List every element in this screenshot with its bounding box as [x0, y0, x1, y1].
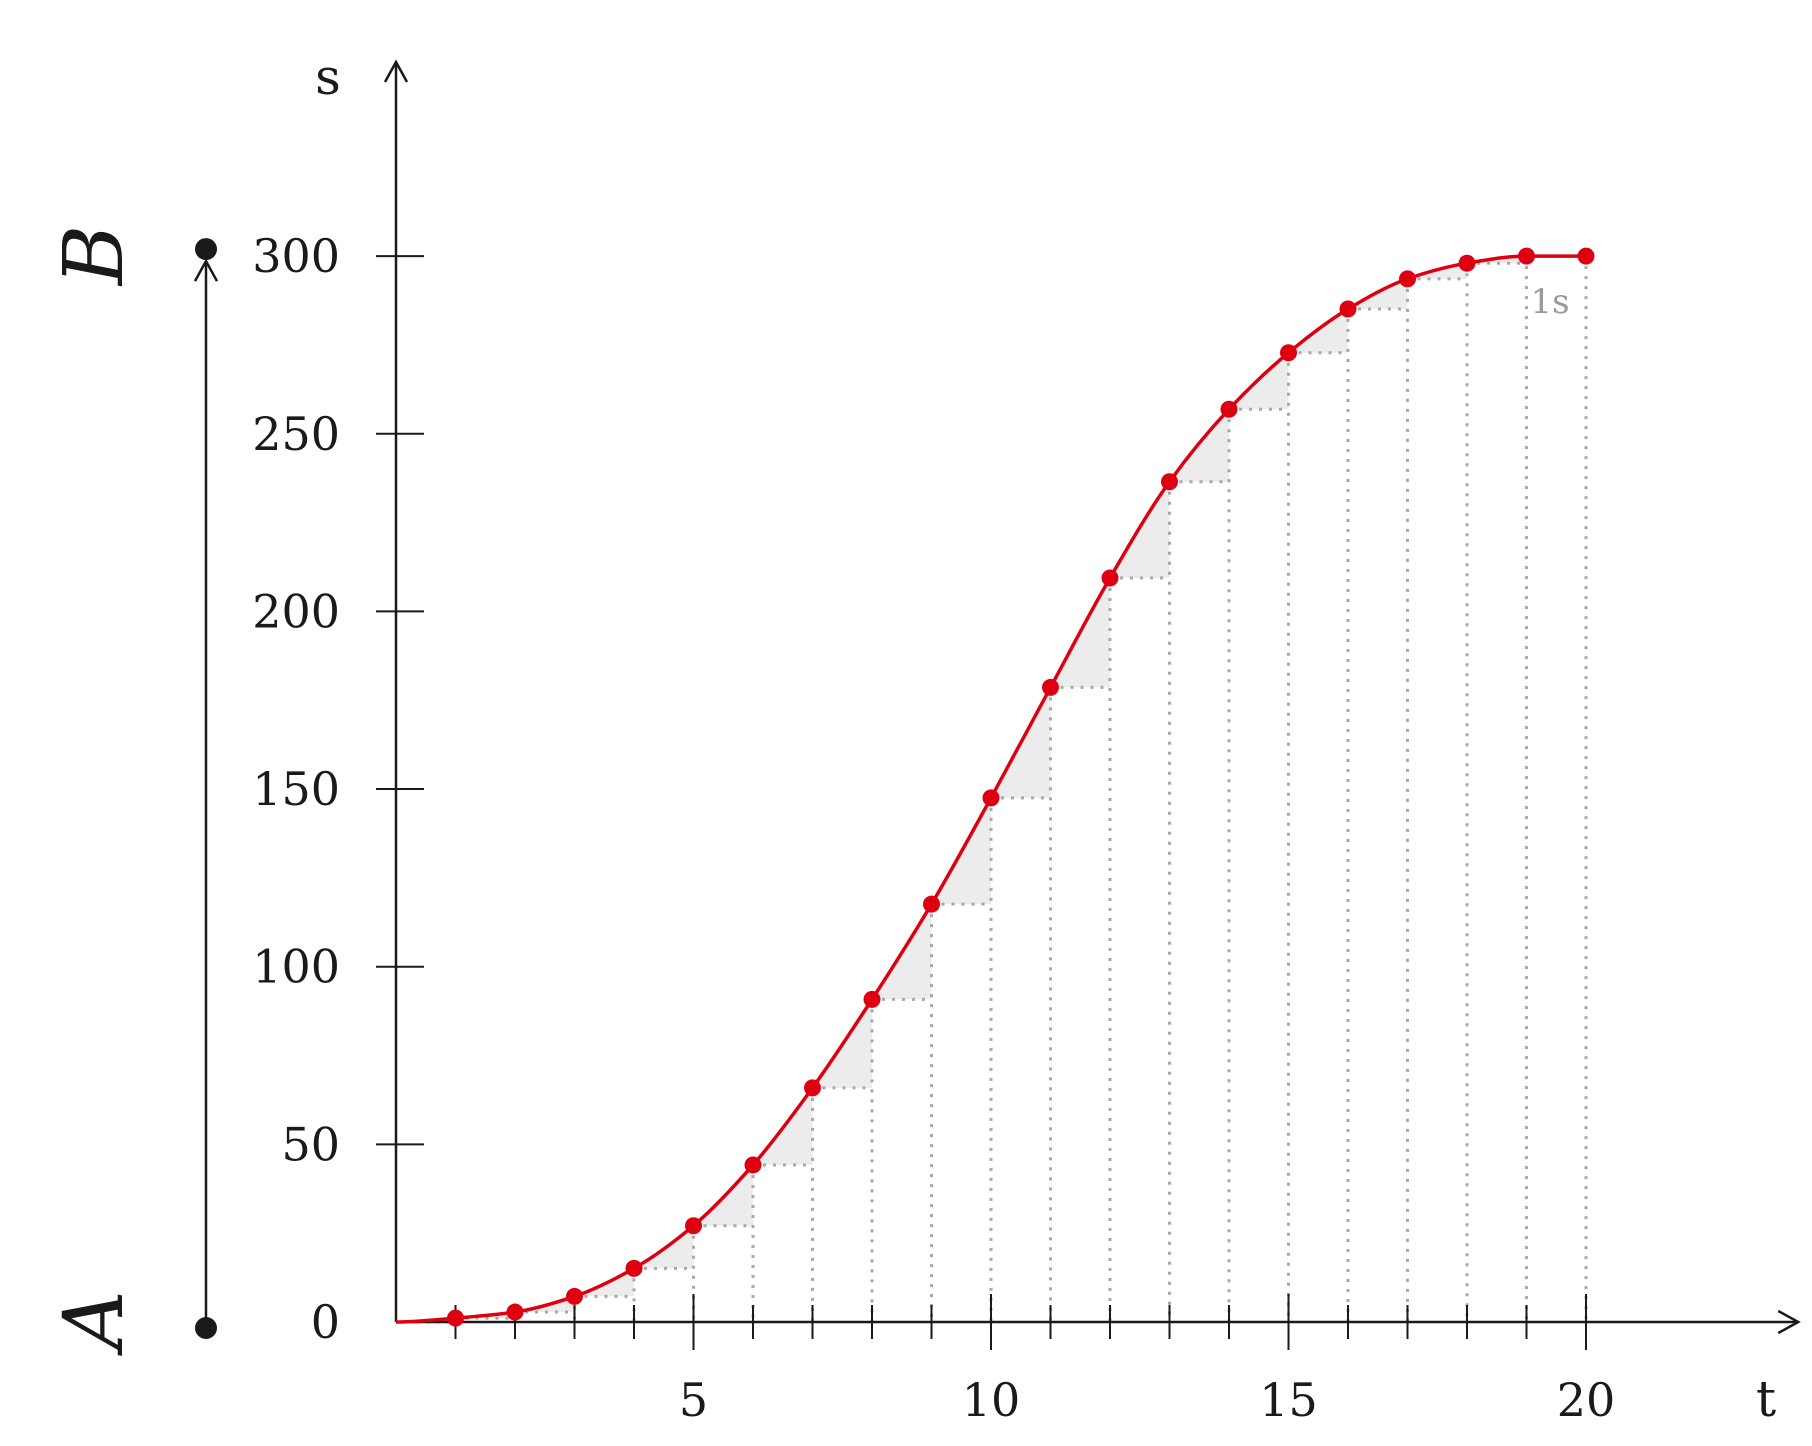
step-fill-3: [515, 1296, 575, 1313]
step-fill-9: [872, 904, 932, 1000]
data-point-11: [1042, 678, 1059, 696]
x-tick-label-10: 10: [962, 1373, 1021, 1427]
y-tick-label-100: 100: [252, 940, 340, 994]
data-point-16: [1339, 300, 1357, 318]
data-point-group: [447, 247, 1595, 1327]
data-point-19: [1518, 247, 1535, 265]
y-tick-label-0: 0: [311, 1295, 340, 1349]
data-point-17: [1399, 270, 1416, 288]
data-point-14: [1220, 400, 1238, 418]
data-point-9: [923, 895, 940, 913]
axes-group: [383, 59, 1801, 1335]
data-point-3: [566, 1287, 583, 1305]
label-group: s t 1s B A: [47, 48, 1776, 1428]
step-fill-11: [991, 687, 1051, 798]
y-tick-label-250: 250: [252, 407, 340, 461]
y-tick-label-150: 150: [252, 762, 340, 816]
data-point-13: [1161, 473, 1178, 491]
x-axis-label: t: [1756, 1370, 1776, 1428]
data-point-20: [1577, 247, 1595, 265]
step-fill-6: [693, 1164, 753, 1226]
step-fill-4: [574, 1268, 634, 1297]
x-tick-label-5: 5: [679, 1373, 708, 1427]
data-point-18: [1458, 254, 1476, 272]
displacement-arrow-head: [193, 258, 219, 282]
data-point-12: [1101, 569, 1119, 587]
data-point-5: [685, 1217, 702, 1235]
step-fill-2: [455, 1312, 515, 1319]
x-axis-arrow: [1777, 1309, 1801, 1335]
y-axis-label: s: [315, 48, 341, 106]
point-b-label: B: [47, 225, 142, 287]
data-point-10: [982, 789, 1000, 807]
data-point-8: [863, 990, 881, 1008]
x-tick-label-15: 15: [1259, 1373, 1318, 1427]
data-point-7: [804, 1079, 821, 1097]
displacement-arrow-group: [193, 238, 219, 1339]
step-fill-8: [812, 999, 872, 1088]
data-point-2: [506, 1303, 524, 1321]
y-tick-label-300: 300: [252, 229, 340, 283]
point-b-dot: [195, 238, 217, 261]
point-a-dot: [195, 1317, 217, 1339]
y-tick-label-50: 50: [281, 1117, 340, 1171]
y-tick-label-200: 200: [252, 584, 340, 638]
data-point-15: [1280, 344, 1297, 362]
step-annotation: 1s: [1530, 282, 1569, 322]
y-axis-arrow: [383, 59, 409, 83]
step-fill-10: [931, 797, 991, 905]
step-guide-group: [396, 254, 1588, 1324]
data-point-6: [744, 1156, 762, 1174]
data-point-1: [447, 1309, 464, 1327]
step-fill-7: [753, 1087, 813, 1165]
point-a-label: A: [47, 1290, 142, 1356]
x-tick-label-20: 20: [1557, 1373, 1616, 1427]
data-point-4: [625, 1259, 643, 1277]
step-fill-5: [634, 1225, 694, 1269]
